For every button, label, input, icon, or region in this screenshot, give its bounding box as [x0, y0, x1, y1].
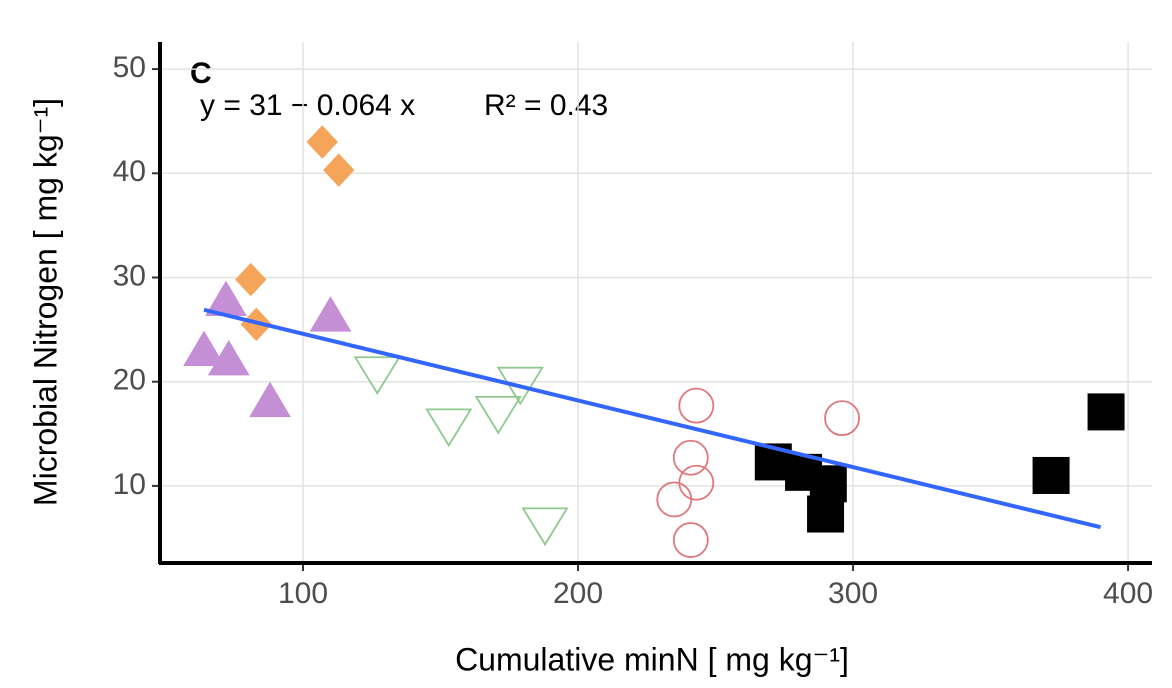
point [353, 356, 401, 395]
y-tick-label: 50 [113, 51, 146, 84]
y-tick-label: 30 [113, 259, 146, 292]
fit-line [203, 307, 1102, 530]
point [249, 381, 291, 418]
point [1032, 456, 1070, 494]
x-tick-label: 200 [553, 577, 603, 610]
point [824, 400, 860, 437]
x-tick-label: 100 [278, 577, 328, 610]
point [474, 395, 522, 435]
equation: y = 31 − 0.064 x [200, 89, 415, 122]
y-tick-label: 40 [113, 155, 146, 188]
point [183, 330, 225, 367]
point [672, 522, 709, 558]
point [521, 507, 569, 547]
x-axis-title: Cumulative minN [ mg kg⁻¹] [455, 641, 849, 677]
point [678, 464, 715, 501]
point [309, 296, 352, 332]
point [207, 339, 250, 376]
point [235, 262, 267, 297]
point [323, 153, 355, 187]
plot: 10 20 30 40 50 100 200 300 400 [113, 42, 1153, 610]
point [656, 481, 693, 518]
r-squared: R² = 0.43 [484, 89, 608, 122]
y-tick-label: 10 [113, 468, 146, 501]
point [425, 408, 473, 448]
point [1087, 393, 1125, 431]
point [807, 495, 845, 533]
point [678, 387, 715, 424]
y-tick-label: 20 [113, 364, 146, 397]
panel-label: C [190, 57, 212, 90]
point [672, 439, 709, 476]
x-tick-label: 400 [1103, 577, 1153, 610]
x-tick-label: 300 [828, 577, 878, 610]
y-axis-title: Microbial Nitrogen [ mg kg⁻¹] [27, 98, 63, 506]
point [306, 125, 338, 159]
